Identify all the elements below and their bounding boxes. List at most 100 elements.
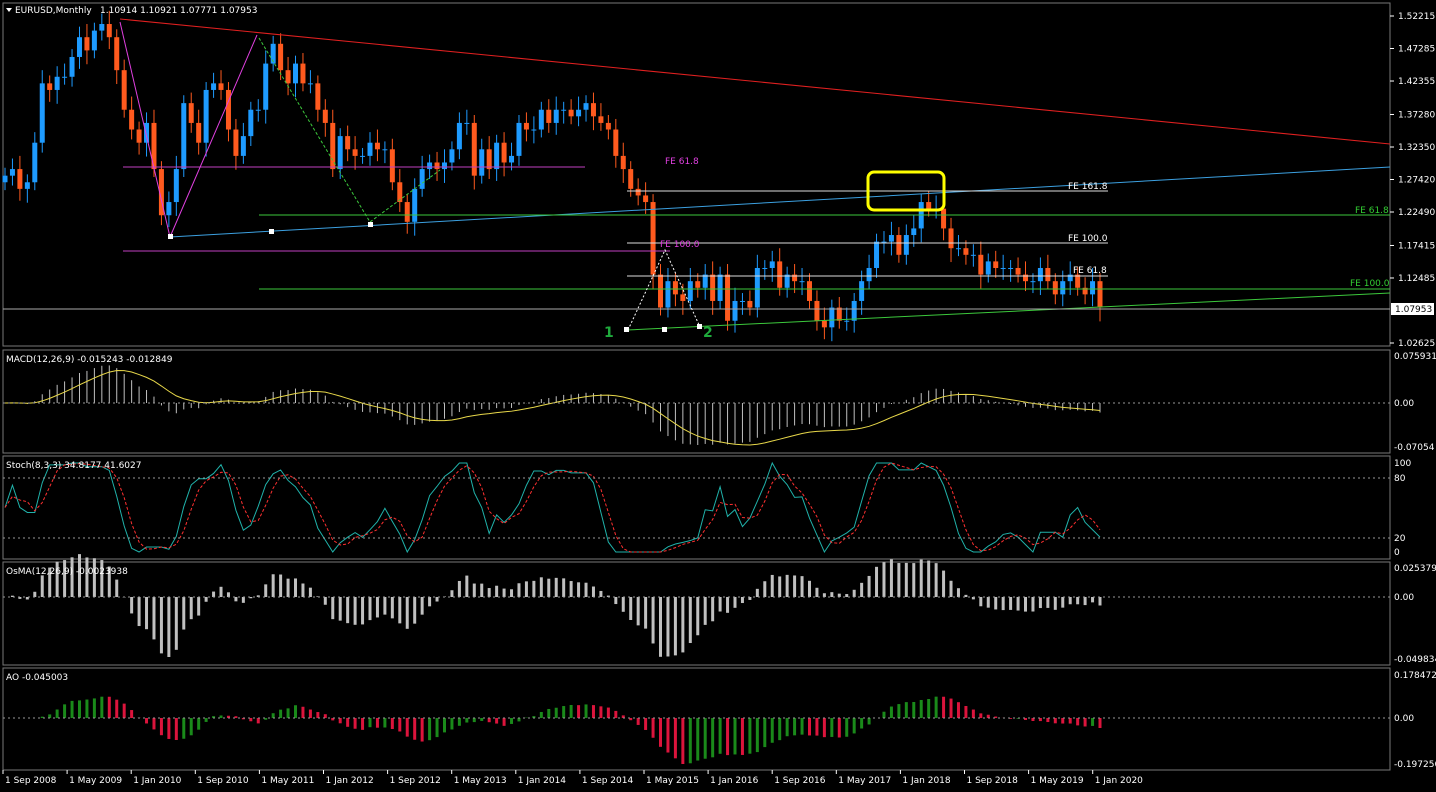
- fib-label-white-100: FE 100.0: [1068, 234, 1108, 244]
- candle-body: [494, 142, 500, 170]
- anchor-marker[interactable]: [168, 234, 173, 239]
- highlight-box[interactable]: [866, 170, 946, 212]
- anchor-marker[interactable]: [624, 327, 629, 332]
- candle-body: [293, 63, 299, 84]
- candle-body: [754, 267, 760, 308]
- time-axis: 1 Sep 2008 1 May 2009 1 Jan 2010 1 Sep 2010…: [2, 770, 1143, 786]
- candle-body: [717, 274, 723, 301]
- candle-body: [829, 307, 835, 328]
- candle-body: [851, 300, 857, 321]
- green-support-trendline[interactable]: [626, 292, 1391, 331]
- time-tick-label: 1 Sep 2012: [390, 776, 441, 786]
- candle-body: [732, 300, 738, 321]
- candle-body: [658, 274, 664, 308]
- candle-body: [538, 109, 544, 130]
- price-tick-label: 1.32350: [1398, 143, 1435, 153]
- candle-body: [583, 103, 589, 110]
- axis-tick-label: 0.0253792: [1394, 564, 1436, 574]
- axis-tick-label: 20: [1394, 534, 1406, 544]
- candle-body: [501, 142, 507, 163]
- candle-body: [1060, 281, 1066, 295]
- stoch-signal-line: [4, 462, 1101, 553]
- candle-body: [240, 136, 246, 156]
- ao-axis: 0.178472 0.00 -0.197256: [1394, 671, 1436, 770]
- axis-tick-label: 0: [1394, 548, 1400, 558]
- candle-body: [367, 142, 373, 156]
- osma-axis: 0.0253792 0.00 -0.049834: [1394, 564, 1436, 665]
- chevron-down-icon[interactable]: [6, 8, 12, 12]
- candle-body: [427, 162, 433, 170]
- candle-body: [859, 281, 865, 301]
- candle-body: [792, 274, 798, 282]
- candle-body: [360, 155, 366, 157]
- candle-body: [39, 83, 45, 143]
- axis-tick-label: 0.00: [1394, 593, 1414, 603]
- price-tick-label: 1.02625: [1398, 339, 1435, 349]
- zigzag-wave-green[interactable]: [258, 37, 441, 223]
- candle-body: [300, 63, 306, 84]
- candle-body: [650, 202, 656, 275]
- zigzag-wave-magenta[interactable]: [119, 21, 258, 239]
- candle-body: [486, 149, 492, 170]
- candle-body: [345, 136, 351, 150]
- price-pane-frame: [2, 2, 1391, 347]
- axis-tick-label: 80: [1394, 474, 1406, 484]
- candle-body: [1000, 267, 1006, 269]
- anchor-marker[interactable]: [368, 222, 373, 227]
- candle-body: [702, 274, 708, 288]
- zigzag-wave-white[interactable]: [627, 248, 701, 331]
- candle-body: [561, 109, 567, 111]
- candle-body: [546, 109, 552, 123]
- ao-pane-frame: [2, 667, 1391, 771]
- price-axis: 1.52215 1.47285 1.42355 1.37280 1.32350 1.274…: [1390, 12, 1435, 349]
- candle-body: [9, 169, 15, 176]
- candle-body: [285, 70, 291, 84]
- time-tick-label: 1 Sep 2008: [5, 776, 57, 786]
- candle-body: [32, 142, 38, 183]
- candle-body: [814, 300, 820, 321]
- time-tick-label: 1 May 2013: [454, 776, 507, 786]
- time-tick-label: 1 Jan 2016: [710, 776, 758, 786]
- wave-label-2: 2: [703, 325, 713, 341]
- candle-body: [1037, 267, 1043, 282]
- candle-body: [874, 241, 880, 268]
- candle-body: [672, 281, 678, 295]
- fib-label-magenta-618: FE 61.8: [665, 157, 699, 167]
- candle-body: [106, 24, 112, 38]
- candle-body: [278, 43, 284, 71]
- candle-body: [516, 122, 522, 156]
- candle-body: [99, 24, 105, 31]
- candle-body: [69, 56, 75, 77]
- candle-body: [963, 248, 969, 255]
- price-tick-label: 1.22490: [1398, 208, 1435, 218]
- candle-body: [1090, 281, 1096, 295]
- price-tick-label: 1.37280: [1398, 110, 1435, 120]
- time-tick-label: 1 Sep 2014: [582, 776, 634, 786]
- fib-label-green-618: FE 61.8: [1355, 206, 1389, 216]
- anchor-marker[interactable]: [662, 327, 667, 332]
- candle-body: [888, 235, 894, 242]
- axis-tick-label: 0.00: [1394, 399, 1414, 409]
- time-tick-label: 1 Sep 2018: [967, 776, 1019, 786]
- candle-body: [1075, 274, 1081, 288]
- candle-body: [523, 122, 529, 130]
- candle-body: [218, 83, 224, 90]
- candle-body: [47, 83, 53, 90]
- candle-body: [1097, 281, 1103, 308]
- current-price-box: [1391, 303, 1434, 315]
- time-tick-label: 1 May 2017: [838, 776, 891, 786]
- candle-body: [188, 103, 194, 123]
- candle-body: [17, 169, 23, 189]
- anchor-marker[interactable]: [697, 324, 702, 329]
- candle-body: [248, 109, 254, 137]
- candle-body: [1052, 281, 1058, 295]
- red-resistance-trendline[interactable]: [119, 18, 1391, 145]
- current-price-label: 1.07953: [1395, 305, 1432, 315]
- candle-body: [896, 235, 902, 255]
- blue-trendline[interactable]: [169, 166, 1391, 238]
- candle-body: [456, 122, 462, 150]
- anchor-marker[interactable]: [269, 229, 274, 234]
- candle-body: [151, 122, 157, 170]
- candle-body: [739, 300, 745, 302]
- candle-body: [993, 261, 999, 268]
